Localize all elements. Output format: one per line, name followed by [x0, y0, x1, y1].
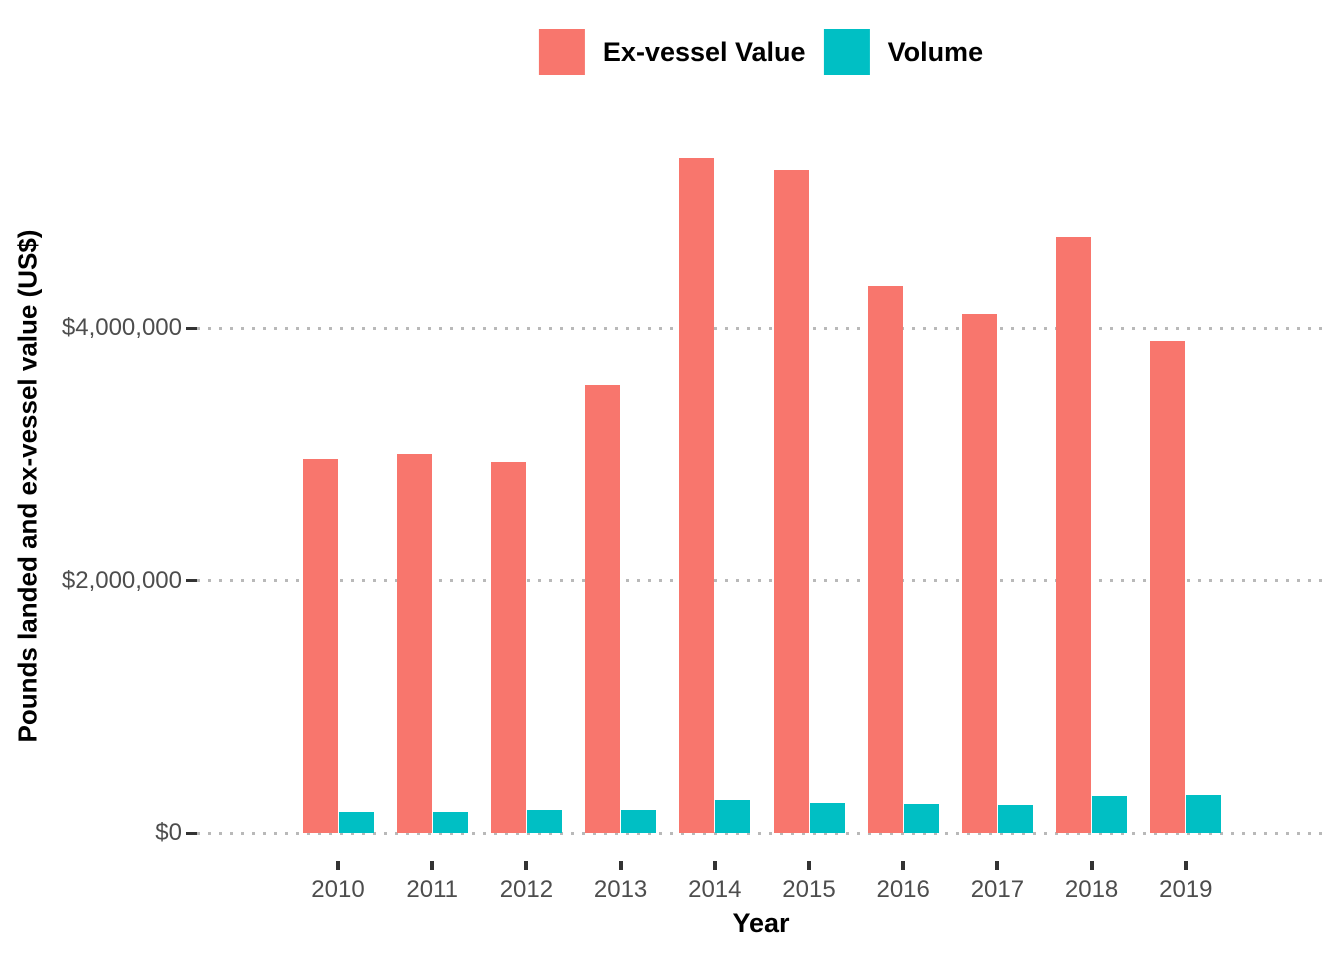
bar-volume-2014	[715, 800, 751, 833]
bar-volume-2015	[809, 802, 845, 833]
legend-label-ex-vessel-value: Ex-vessel Value	[602, 36, 806, 67]
x-tick-label: 2016	[876, 876, 930, 903]
y-tick-label: $0	[155, 819, 182, 846]
bar-ex-vessel-value-2016	[867, 286, 903, 833]
x-tick-mark	[524, 861, 529, 870]
x-tick-label: 2013	[593, 876, 648, 903]
bar-ex-vessel-value-2011	[396, 454, 432, 833]
x-tick-label: 2019	[1159, 876, 1213, 903]
gridline-$4,000,000	[197, 326, 1326, 330]
bar-ex-vessel-value-2013	[585, 384, 621, 833]
bar-volume-2017	[997, 805, 1033, 833]
gridline-$2,000,000	[197, 579, 1326, 582]
y-tick-mark	[186, 326, 197, 330]
legend-label-volume: Volume	[887, 36, 984, 67]
bar-volume-2016	[903, 803, 939, 833]
bar-ex-vessel-value-2015	[773, 170, 809, 833]
bar-volume-2011	[432, 811, 468, 833]
gridline-$0	[197, 831, 1326, 835]
x-tick-label: 2010	[311, 876, 365, 903]
bar-ex-vessel-value-2012	[490, 461, 526, 833]
bar-ex-vessel-value-2018	[1056, 237, 1092, 833]
x-tick-label: 2015	[782, 876, 836, 903]
x-tick-mark	[995, 861, 1000, 870]
legend-swatch-ex-vessel-value	[538, 29, 585, 75]
x-tick-mark	[901, 861, 906, 870]
bar-volume-2019	[1186, 795, 1222, 833]
bar-volume-2010	[338, 811, 374, 833]
x-tick-label: 2011	[406, 876, 458, 903]
x-tick-label: 2012	[499, 876, 554, 903]
bar-volume-2012	[526, 810, 562, 833]
x-tick-mark	[618, 861, 623, 870]
x-tick-mark	[1183, 861, 1188, 870]
x-tick-mark	[712, 861, 717, 870]
x-tick-mark	[1089, 861, 1094, 870]
bar-ex-vessel-value-2019	[1150, 340, 1186, 833]
y-tick-mark	[186, 579, 197, 582]
bar-ex-vessel-value-2017	[961, 314, 997, 833]
legend-item-ex-vessel-value: Ex-vessel Value	[538, 29, 806, 75]
y-tick-label: $2,000,000	[61, 566, 182, 594]
x-tick-label: 2017	[970, 876, 1025, 903]
x-tick-mark	[336, 861, 340, 870]
legend-swatch-volume	[823, 29, 870, 75]
legend-item-volume: Volume	[823, 29, 984, 75]
bar-ex-vessel-value-2014	[679, 157, 715, 833]
y-tick-mark	[186, 831, 197, 835]
x-tick-mark	[807, 861, 811, 870]
bar-ex-vessel-value-2010	[302, 459, 338, 833]
chart-legend: Ex-vessel Value Volume	[538, 29, 984, 75]
y-tick-label: $4,000,000	[61, 314, 182, 341]
x-tick-mark	[430, 861, 435, 870]
x-axis-title: Year	[732, 908, 790, 938]
x-tick-label: 2014	[688, 876, 742, 903]
x-tick-label: 2018	[1064, 876, 1119, 903]
bar-volume-2018	[1092, 796, 1128, 833]
bar-volume-2013	[621, 810, 657, 833]
